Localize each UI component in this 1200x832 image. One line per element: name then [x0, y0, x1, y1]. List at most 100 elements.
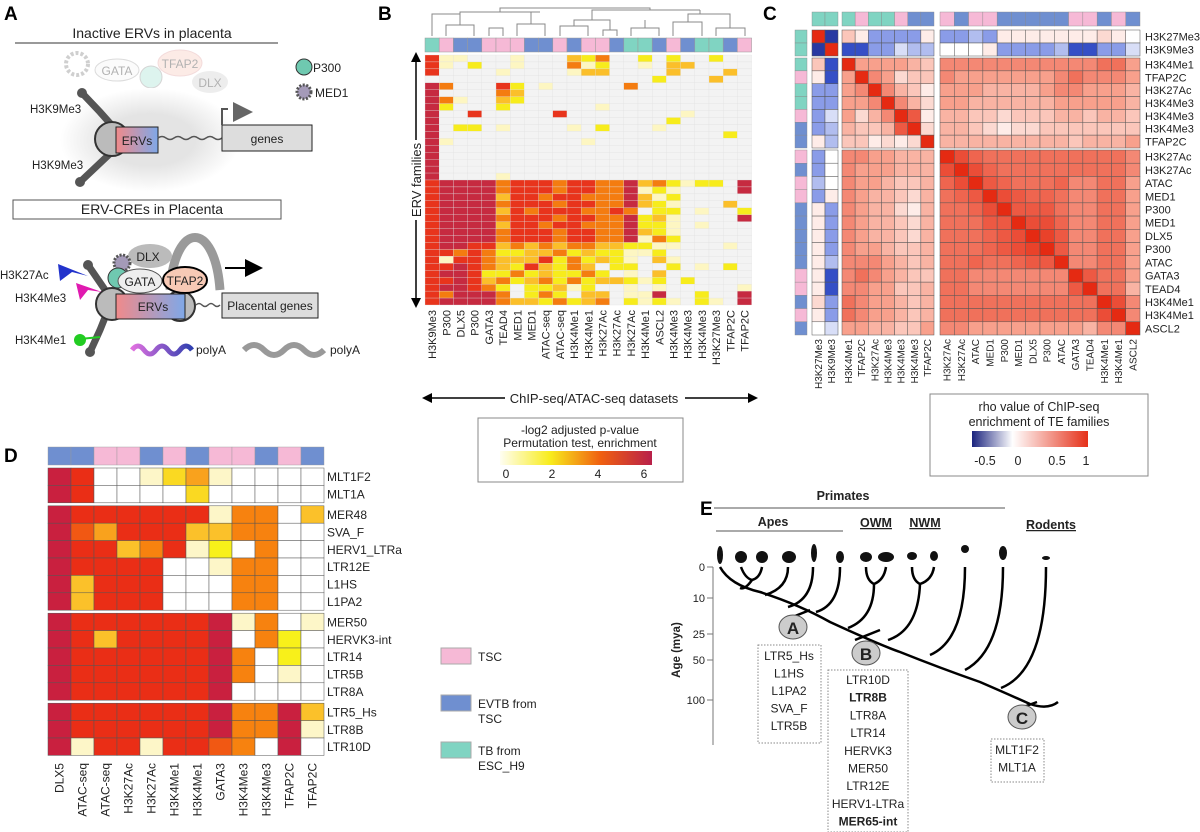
heatmap-cell — [623, 200, 639, 208]
heatmap-cell — [652, 61, 667, 70]
correlation-cell — [1068, 189, 1084, 204]
correlation-cell — [854, 134, 869, 149]
group-swatch-tb — [868, 11, 882, 27]
heatmap-cell — [231, 665, 256, 684]
heatmap-cell — [595, 165, 610, 174]
heatmap-cell — [708, 270, 724, 278]
heatmap-cell — [694, 179, 710, 188]
heatmap-cell — [208, 630, 233, 649]
correlation-cell — [1054, 83, 1069, 97]
correlation-cell — [1082, 281, 1098, 296]
group-swatch-evtb — [794, 242, 808, 256]
heatmap-cell — [495, 263, 511, 271]
ervs-label-active: ERVs — [138, 300, 168, 314]
heatmap-cell — [495, 179, 511, 188]
heatmap-cell — [495, 297, 511, 306]
correlation-cell — [1039, 229, 1055, 243]
correlation-cell — [1068, 83, 1084, 97]
heatmap-cell — [254, 630, 279, 649]
correlation-cell — [1025, 268, 1041, 283]
y-axis-label: ERV families — [409, 142, 424, 217]
correlation-cell — [824, 295, 839, 309]
correlation-cell — [1011, 229, 1026, 243]
heatmap-cell — [666, 82, 681, 90]
correlation-cell — [1068, 295, 1084, 309]
med1-label: MED1 — [315, 86, 349, 100]
correlation-cell — [824, 57, 839, 72]
heatmap-cell — [116, 522, 141, 541]
legend-label-evtb: EVTB from — [478, 697, 537, 711]
heatmap-cell — [495, 103, 511, 111]
heatmap-cell — [510, 290, 525, 299]
heatmap-cell — [595, 221, 610, 229]
row-label: DLX5 — [1145, 231, 1173, 243]
column-label: TFAP2C — [725, 310, 737, 352]
row-label: MER50 — [327, 615, 367, 629]
heatmap-cell — [467, 242, 482, 250]
heatmap-cell — [694, 117, 710, 125]
legend-b-title-2: Permutation test, enrichment — [503, 436, 657, 450]
correlation-cell — [1082, 134, 1098, 149]
heatmap-cell — [723, 186, 738, 195]
correlation-cell — [1082, 242, 1098, 256]
heatmap-cell — [609, 68, 624, 76]
heatmap-cell — [185, 592, 210, 611]
heatmap-cell — [680, 145, 695, 153]
correlation-cell — [811, 281, 826, 296]
heatmap-cell — [637, 82, 653, 90]
heatmap-cell — [139, 485, 164, 504]
correlation-cell — [1039, 189, 1055, 204]
correlation-cell — [968, 122, 984, 136]
heatmap-cell — [481, 297, 497, 306]
heatmap-cell — [424, 145, 440, 153]
heatmap-cell — [254, 682, 279, 701]
group-swatch-tsc — [794, 268, 808, 283]
row-label: P300 — [1145, 204, 1171, 216]
heatmap-cell — [231, 557, 256, 576]
heatmap-cell — [708, 152, 724, 160]
heatmap-cell — [623, 96, 639, 104]
heatmap-cell — [538, 96, 553, 104]
group-swatch-evtb — [794, 229, 808, 243]
axis-tick-label: 25 — [693, 629, 705, 641]
column-label: TFAP2C — [283, 763, 297, 809]
heatmap-cell — [666, 277, 681, 285]
correlation-cell — [1039, 29, 1055, 44]
column-label: H3K4Me3 — [884, 339, 895, 384]
correlation-cell — [894, 29, 908, 44]
heatmap-cell — [467, 152, 482, 160]
heatmap-cell — [481, 68, 497, 76]
heatmap-cell — [652, 96, 667, 104]
heatmap-cell — [666, 131, 681, 139]
heatmap-cell — [481, 103, 497, 111]
column-label: TFAP2C — [923, 339, 934, 377]
heatmap-cell — [116, 505, 141, 524]
heatmap-cell — [666, 290, 681, 299]
correlation-cell — [811, 42, 826, 57]
heatmap-cell — [581, 124, 596, 132]
heatmap-cell — [495, 75, 511, 83]
heatmap-cell — [495, 186, 511, 195]
heatmap-cell — [495, 82, 511, 90]
heatmap-cell — [481, 165, 497, 174]
correlation-cell — [881, 29, 895, 44]
legend-swatch-tsc — [440, 647, 472, 665]
correlation-cell — [996, 268, 1012, 283]
correlation-cell — [894, 42, 908, 57]
correlation-cell — [907, 57, 922, 72]
correlation-cell — [982, 83, 998, 97]
heatmap-cell — [737, 61, 752, 70]
correlation-cell — [811, 57, 826, 72]
correlation-cell — [841, 122, 856, 136]
correlation-cell — [894, 149, 908, 164]
heatmap-cell — [623, 193, 639, 201]
correlation-cell — [841, 281, 856, 296]
heatmap-cell — [524, 82, 539, 90]
active-title: ERV-CREs in Placenta — [81, 201, 223, 217]
correlation-cell — [854, 70, 869, 84]
heatmap-cell — [524, 75, 539, 83]
heatmap-cell — [47, 505, 72, 524]
heatmap-cell — [510, 124, 525, 132]
heatmap-cell — [495, 172, 511, 181]
heatmap-cell — [737, 96, 752, 104]
